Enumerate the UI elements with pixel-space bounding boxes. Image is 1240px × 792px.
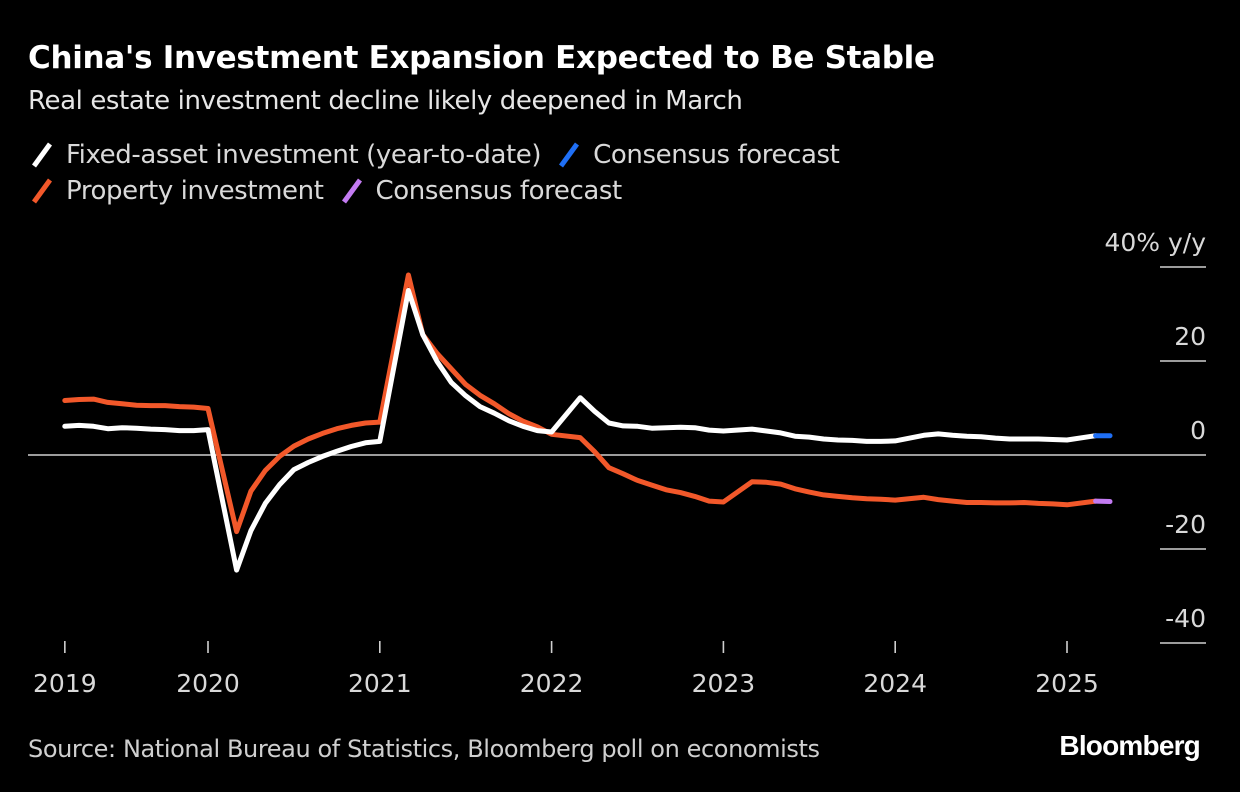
legend-swatch-blue-icon bbox=[557, 141, 581, 169]
property-investment-line bbox=[62, 272, 1099, 535]
legend-item-property: Property investment bbox=[30, 176, 324, 206]
legend-label: Property investment bbox=[66, 176, 324, 206]
x-tick-label: 2024 bbox=[863, 669, 927, 698]
legend-label: Consensus forecast bbox=[593, 140, 840, 170]
legend-swatch-white-icon bbox=[30, 141, 54, 169]
bloomberg-logo: Bloomberg bbox=[1059, 730, 1200, 761]
y-axis: 40% y/y 20 0 -20 -40 bbox=[1104, 228, 1206, 644]
y-tick-label: 40% y/y bbox=[1104, 228, 1206, 257]
x-axis: 2019 2020 2021 2022 2023 2024 2025 bbox=[33, 641, 1099, 698]
legend-label: Consensus forecast bbox=[375, 176, 623, 206]
x-tick-label: 2022 bbox=[520, 669, 584, 698]
y-tick-label: -20 bbox=[1165, 510, 1206, 539]
x-tick-label: 2021 bbox=[348, 669, 412, 698]
y-tick-label: -40 bbox=[1165, 604, 1206, 633]
legend-row-1: Fixed-asset investment (year-to-date) Co… bbox=[30, 140, 855, 170]
y-tick-label: 20 bbox=[1174, 322, 1206, 351]
chart-title: China's Investment Expansion Expected to… bbox=[28, 40, 935, 76]
legend-item-fixed-asset: Fixed-asset investment (year-to-date) bbox=[30, 140, 542, 170]
series-layer bbox=[62, 272, 1113, 573]
x-tick-label: 2020 bbox=[176, 669, 240, 698]
legend-item-fai-forecast: Consensus forecast bbox=[557, 140, 840, 170]
y-tick-label: 0 bbox=[1190, 416, 1206, 445]
x-tick-label: 2019 bbox=[33, 669, 97, 698]
x-tick-label: 2023 bbox=[692, 669, 756, 698]
x-tick-label: 2025 bbox=[1035, 669, 1099, 698]
legend-swatch-purple-icon bbox=[340, 177, 364, 205]
legend-item-property-forecast: Consensus forecast bbox=[340, 176, 622, 206]
chart-subtitle: Real estate investment decline likely de… bbox=[28, 86, 743, 116]
source-note: Source: National Bureau of Statistics, B… bbox=[28, 735, 820, 763]
legend-swatch-orange-icon bbox=[30, 177, 54, 205]
legend-row-2: Property investment Consensus forecast bbox=[30, 176, 638, 206]
fixed-asset-investment-line bbox=[62, 288, 1099, 573]
legend-label: Fixed-asset investment (year-to-date) bbox=[66, 140, 542, 170]
